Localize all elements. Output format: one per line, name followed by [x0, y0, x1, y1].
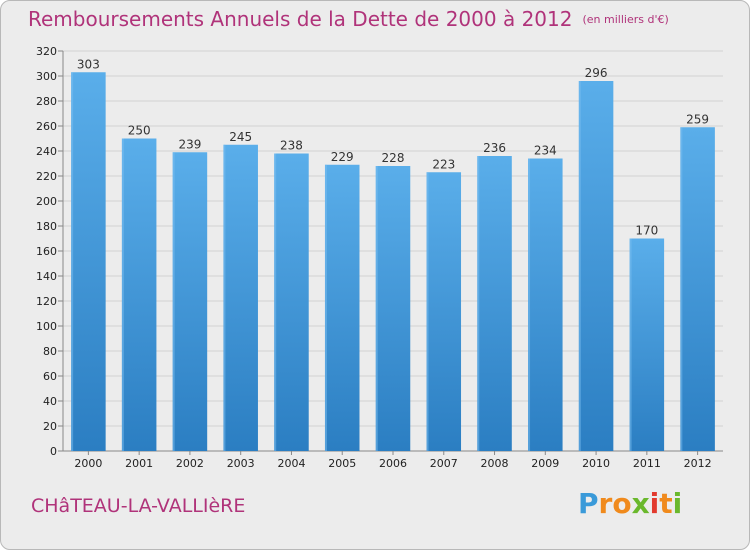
bar-2004: [274, 153, 309, 451]
chart-title-text: Remboursements Annuels de la Dette de 20…: [28, 7, 573, 31]
bar-2002: [172, 152, 208, 451]
value-label-2006: 228: [382, 151, 405, 165]
x-tick-label-2010: 2010: [582, 457, 610, 470]
y-tick-label-60: 60: [43, 370, 57, 383]
logo-letter-4: i: [649, 487, 660, 520]
y-tick-label-260: 260: [36, 120, 57, 133]
y-tick-label-300: 300: [36, 70, 57, 83]
y-tick-label-180: 180: [36, 220, 57, 233]
y-tick-label-0: 0: [50, 445, 57, 458]
bar-highlight-2009: [528, 158, 531, 451]
value-label-2009: 234: [534, 144, 557, 158]
logo-letter-5: t: [659, 487, 673, 520]
chart-unit: (en milliers d'€): [582, 13, 669, 26]
y-tick-label-160: 160: [36, 245, 57, 258]
bar-2000: [71, 72, 106, 451]
logo-letter-1: r: [598, 487, 613, 520]
y-tick-label-140: 140: [36, 270, 57, 283]
bar-layer: [71, 72, 715, 451]
axis-layer: 0 20 40 60 80 100 120 140 160 180 200 220 240 260 280 3…: [36, 45, 723, 470]
x-tick-label-2000: 2000: [74, 457, 102, 470]
x-tick-label-2002: 2002: [176, 457, 204, 470]
logo-letter-2: o: [612, 487, 632, 520]
bar-2005: [324, 164, 360, 451]
y-tick-label-200: 200: [36, 195, 57, 208]
bar-2006: [375, 166, 411, 451]
bar-2009: [528, 158, 563, 451]
x-tick-label-2007: 2007: [430, 457, 458, 470]
y-tick-label-80: 80: [43, 345, 57, 358]
bar-2012: [680, 127, 715, 451]
bar-2010: [578, 81, 614, 451]
logo-letter-0: P: [578, 487, 599, 520]
y-tick-label-280: 280: [36, 95, 57, 108]
x-tick-label-2012: 2012: [684, 457, 712, 470]
bar-highlight-2012: [680, 127, 683, 451]
x-tick-label-2003: 2003: [227, 457, 255, 470]
logo-letter-3: x: [631, 487, 650, 520]
y-tick-label-120: 120: [36, 295, 57, 308]
bar-highlight-2010: [578, 81, 581, 451]
bar-2001: [121, 138, 157, 451]
value-label-2011: 170: [635, 224, 658, 238]
value-label-2000: 303: [77, 57, 100, 71]
proxiti-logo: Proxiti: [578, 487, 682, 520]
x-tick-label-2004: 2004: [277, 457, 305, 470]
y-tick-label-40: 40: [43, 395, 57, 408]
bar-highlight-2001: [121, 138, 124, 451]
value-label-2012: 259: [686, 112, 709, 126]
chart-title: Remboursements Annuels de la Dette de 20…: [28, 7, 669, 31]
x-tick-label-2008: 2008: [481, 457, 509, 470]
y-tick-label-220: 220: [36, 170, 57, 183]
value-label-2003: 245: [229, 130, 252, 144]
bar-highlight-2007: [426, 172, 429, 451]
value-label-2002: 239: [178, 137, 201, 151]
bar-highlight-2008: [477, 156, 480, 451]
bar-2007: [426, 172, 462, 451]
bar-2011: [629, 238, 665, 451]
bar-highlight-2003: [223, 144, 226, 451]
value-label-2007: 223: [432, 157, 455, 171]
value-label-2010: 296: [585, 66, 608, 80]
bar-highlight-2002: [172, 152, 175, 451]
bar-2003: [223, 144, 258, 451]
bar-highlight-2005: [324, 164, 327, 451]
y-tick-label-100: 100: [36, 320, 57, 333]
bar-2008: [477, 156, 512, 451]
x-tick-label-2005: 2005: [328, 457, 356, 470]
value-label-2005: 229: [331, 150, 354, 164]
value-label-2008: 236: [483, 141, 506, 155]
label-layer: 303 250 239 245 238 229 228 223 236 234 296 170 259: [77, 57, 709, 237]
x-tick-label-2009: 2009: [531, 457, 559, 470]
x-tick-label-2001: 2001: [125, 457, 153, 470]
value-label-2004: 238: [280, 139, 303, 153]
x-tick-label-2006: 2006: [379, 457, 407, 470]
bar-highlight-2000: [71, 72, 74, 451]
y-tick-label-320: 320: [36, 45, 57, 58]
city-name: CHâTEAU-LA-VALLIèRE: [31, 495, 246, 517]
x-tick-label-2011: 2011: [633, 457, 661, 470]
bar-highlight-2006: [375, 166, 378, 451]
value-label-2001: 250: [128, 124, 151, 138]
bar-highlight-2004: [274, 153, 277, 451]
y-tick-label-20: 20: [43, 420, 57, 433]
bar-highlight-2011: [629, 238, 632, 451]
logo-letter-6: i: [672, 487, 683, 520]
y-tick-label-240: 240: [36, 145, 57, 158]
